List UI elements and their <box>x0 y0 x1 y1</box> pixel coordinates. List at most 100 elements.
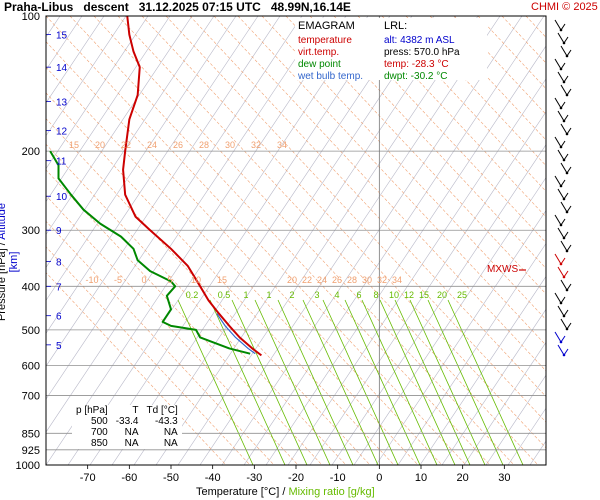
pressure-tick-label: 700 <box>22 390 40 402</box>
x-tick-label: -30 <box>246 472 262 484</box>
isotherm-label: 22 <box>302 275 312 285</box>
dry-adiabat-line <box>117 16 539 465</box>
isotherm-line <box>265 45 546 465</box>
wind-barb <box>557 149 565 161</box>
isotherm-line <box>46 16 171 203</box>
altitude-tick-label: 6 <box>56 312 62 323</box>
wind-barb <box>557 188 565 200</box>
isotherm-line <box>111 16 413 465</box>
wind-barb-dot <box>565 327 569 331</box>
altitude-tick-label: 7 <box>56 282 62 293</box>
lrl-temp: temp: -28.3 °C <box>384 59 449 70</box>
x-axis-label-sep: / <box>282 486 286 498</box>
mixing-ratio-line <box>277 299 354 465</box>
mixing-ratio-label: 15 <box>419 290 429 300</box>
wind-barb-dot <box>562 119 566 123</box>
lrl-box: LRL: alt: 4382 m ASL press: 570.0 hPa te… <box>381 18 487 82</box>
isotherm-line <box>287 78 546 465</box>
wind-barb-dot <box>562 197 566 201</box>
dry-adiabat-line <box>93 16 515 465</box>
wind-barb-dot <box>562 275 566 279</box>
dry-adiabat-line <box>46 143 347 465</box>
isotherm-label: 20 <box>287 275 297 285</box>
wind-barb <box>560 318 568 330</box>
isotherm-line <box>46 16 105 104</box>
altitude-tick-label: 15 <box>56 31 68 42</box>
isotherm-label: 24 <box>147 140 157 150</box>
mixing-ratio-label: 0.5 <box>218 290 231 300</box>
wind-barb <box>554 253 562 265</box>
isotherm-label: 28 <box>199 140 209 150</box>
mixing-ratio-label: 20 <box>437 290 447 300</box>
wind-barb-dot <box>565 288 569 292</box>
wind-barb-dot <box>565 93 569 97</box>
mode-label: descent <box>83 0 129 14</box>
lrl-alt: alt: 4382 m ASL <box>384 35 455 46</box>
wind-barb-dot <box>559 67 563 71</box>
wind-barb <box>554 136 562 148</box>
legend-temperature: temperature <box>298 35 352 46</box>
dry-adiabat-line <box>46 195 299 465</box>
mixing-ratio-label: 25 <box>457 290 467 300</box>
y-axis-label-sep: / <box>0 242 8 245</box>
altitude-tick-label: 8 <box>56 257 62 268</box>
table-cell: NA <box>124 438 139 449</box>
isotherm-label: 30 <box>362 275 372 285</box>
isotherm-line <box>309 111 546 465</box>
table-cell: NA <box>124 427 139 438</box>
wind-barb <box>554 58 562 70</box>
wind-barb-dot <box>559 223 563 227</box>
mixing-ratio-line <box>177 299 254 465</box>
x-axis-label-temp: Temperature [°C] <box>196 486 280 498</box>
mixing-ratio-label: 6 <box>356 290 361 300</box>
pressure-tick-label: 300 <box>22 225 40 237</box>
wind-barb <box>560 45 568 57</box>
isotherm-label: 26 <box>332 275 342 285</box>
mixing-ratio-line <box>427 299 504 465</box>
table-row: 700 NA NA <box>72 427 182 438</box>
y-axis-label-pressure: Pressure [hPa] <box>0 248 8 322</box>
x-tick-label: -40 <box>205 472 221 484</box>
table-header-p: p [hPa] <box>76 405 108 416</box>
wind-barb <box>560 201 568 213</box>
isotherm-line <box>46 16 281 367</box>
mixing-ratio-line <box>344 299 421 465</box>
mixing-ratio-label: 10 <box>389 290 399 300</box>
isotherm-line <box>485 374 546 465</box>
wind-barb <box>557 227 565 239</box>
dry-adiabat-line <box>69 16 491 465</box>
x-tick-label: -50 <box>163 472 179 484</box>
dry-adiabat-line <box>429 16 546 141</box>
lrl-press: press: 570.0 hPa <box>384 47 460 58</box>
isotherm-label: 0 <box>141 275 146 285</box>
legend-box: EMAGRAM temperature virt.temp. dew point… <box>295 18 381 82</box>
lrl-title: LRL: <box>384 20 408 32</box>
wind-barb <box>557 266 565 278</box>
altitude-tick-label: 11 <box>56 157 67 168</box>
table-header-t: T <box>132 405 139 416</box>
table-cell: NA <box>163 427 178 438</box>
wind-barb <box>557 71 565 83</box>
isotherm-line <box>133 16 435 465</box>
table-cell: 500 <box>91 416 108 427</box>
dry-adiabat-line <box>46 118 371 465</box>
mixing-ratio-line <box>302 299 379 465</box>
legend-dew-point: dew point <box>298 59 341 70</box>
wind-barb <box>554 175 562 187</box>
isotherm-line <box>46 16 303 400</box>
legend-virt-temp: virt.temp. <box>298 47 340 58</box>
mixing-ratio-label: 0.2 <box>186 290 199 300</box>
wind-barb <box>560 123 568 135</box>
wind-barb <box>557 32 565 44</box>
wind-barb-dot <box>562 314 566 318</box>
wind-barb-dot <box>562 80 566 84</box>
dry-adiabat-line <box>309 16 546 269</box>
mixing-ratio-line <box>322 299 399 465</box>
dry-adiabat-line <box>357 16 546 218</box>
dry-adiabat-line <box>46 169 323 465</box>
isotherm-label: 34 <box>277 140 287 150</box>
wind-barb-dot <box>565 210 569 214</box>
x-tick-label: -70 <box>80 472 96 484</box>
x-tick-label: 0 <box>376 472 382 484</box>
wind-barb-dot <box>562 41 566 45</box>
